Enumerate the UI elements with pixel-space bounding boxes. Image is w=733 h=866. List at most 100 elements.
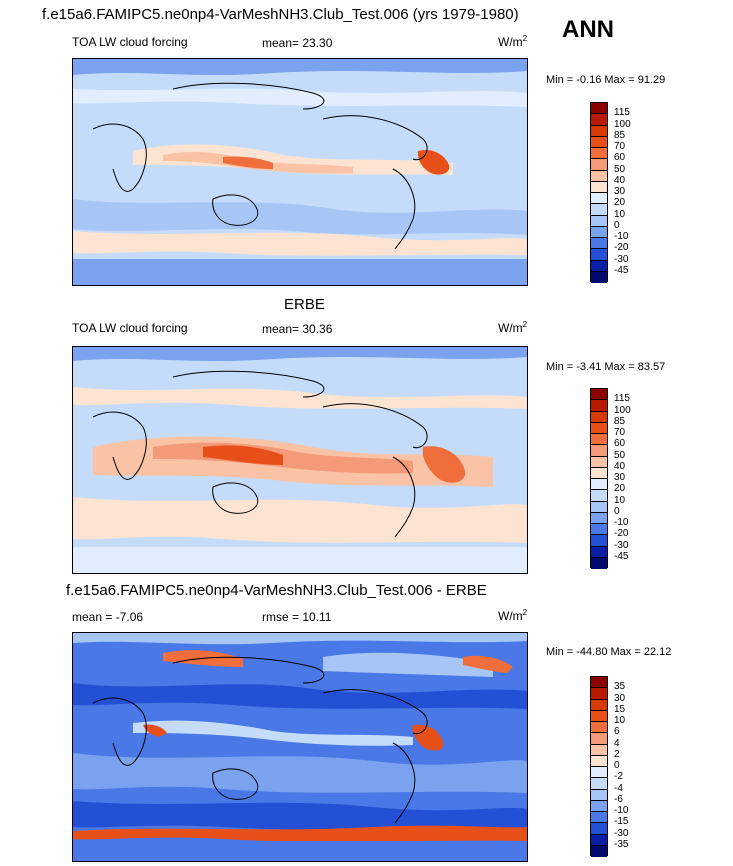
colorbar-swatch (591, 755, 607, 767)
panel1-mean-label: mean= 23.30 (262, 36, 333, 50)
colorbar-swatch (591, 193, 607, 205)
colorbar-swatch (591, 688, 607, 700)
panel3-map (72, 632, 528, 862)
colorbar-swatch (591, 170, 607, 182)
colorbar-swatch (591, 845, 607, 857)
panel3-rmse-label: rmse = 10.11 (262, 610, 332, 624)
panel2-field-label: TOA LW cloud forcing (72, 321, 188, 335)
colorbar-swatch (591, 767, 607, 779)
panel3-title: f.e15a6.FAMIPC5.ne0np4-VarMeshNH3.Club_T… (66, 582, 487, 599)
colorbar-tick-label: 70 (614, 427, 626, 438)
colorbar-tick-label: -10 (614, 805, 629, 816)
colorbar-tick-label: 100 (614, 404, 631, 416)
colorbar-tick-label: 50 (614, 449, 626, 461)
colorbar-swatch (591, 823, 607, 835)
colorbar-swatch (591, 434, 607, 446)
colorbar-tick-label: -30 (614, 539, 629, 551)
panel3-units-text: W/m (498, 609, 523, 623)
colorbar-tick-label: 70 (614, 141, 626, 152)
colorbar-swatch (591, 722, 607, 734)
colorbar-tick-label: -20 (614, 242, 629, 254)
colorbar-tick-label: 2 (614, 748, 620, 760)
colorbar-tick-label: 15 (614, 703, 626, 715)
colorbar-tick-label: -10 (614, 517, 629, 528)
panel2-units-text: W/m (498, 321, 523, 335)
panel3-contour-map (73, 633, 527, 861)
colorbar-tick-label: 30 (614, 472, 626, 483)
colorbar-swatch (591, 512, 607, 524)
colorbar-swatch (591, 148, 607, 160)
colorbar-swatch (591, 789, 607, 801)
season-label: ANN (562, 16, 614, 43)
panel3-mean-label: mean = -7.06 (72, 610, 144, 624)
colorbar-tick-label: 50 (614, 163, 626, 175)
colorbar-tick-label: 115 (614, 107, 630, 119)
colorbar-swatch (591, 456, 607, 468)
colorbar-swatch (591, 699, 607, 711)
colorbar-tick-label: 20 (614, 483, 626, 495)
colorbar-tick-label: 6 (614, 726, 620, 738)
colorbar-tick-label: -35 (614, 838, 629, 850)
colorbar-swatch (591, 445, 607, 457)
colorbar-tick-label: 40 (614, 460, 626, 472)
colorbar-tick-label: -4 (614, 782, 623, 794)
panel2-mean-label: mean= 30.36 (262, 322, 333, 336)
colorbar-tick-label: 85 (614, 129, 626, 141)
colorbar-swatch (591, 744, 607, 756)
colorbar-swatch (591, 557, 607, 569)
colorbar-swatch (591, 834, 607, 846)
colorbar-swatch (591, 546, 607, 558)
colorbar-swatch (591, 249, 607, 261)
colorbar-tick-label: 30 (614, 186, 626, 197)
panel2-min-max: Min = -3.41 Max = 83.57 (546, 361, 666, 373)
panel1-field-label: TOA LW cloud forcing (72, 35, 188, 49)
colorbar-swatch (591, 524, 607, 536)
panel1-contour-map (73, 59, 527, 285)
colorbar-swatch (591, 467, 607, 479)
colorbar-swatch (591, 411, 607, 423)
colorbar-swatch (591, 271, 607, 283)
colorbar-swatch (591, 226, 607, 238)
colorbar-swatch (591, 389, 607, 401)
colorbar-tick-label: 0 (614, 505, 620, 517)
colorbar-tick-label: 10 (614, 208, 626, 220)
colorbar-swatch (591, 103, 607, 115)
colorbar-tick-label: 115 (614, 393, 630, 405)
colorbar-tick-label: -30 (614, 253, 629, 265)
colorbar-tick-label: -15 (614, 816, 629, 828)
colorbar-swatch (591, 400, 607, 412)
colorbar-swatch (591, 479, 607, 491)
colorbar-swatch (591, 422, 607, 434)
colorbar-swatch (591, 733, 607, 745)
panel1-map (72, 58, 528, 286)
panel3-units-sup: 2 (522, 608, 528, 617)
panel3-units: W/m2 (498, 608, 527, 623)
colorbar-tick-label: 85 (614, 415, 626, 427)
panel3-min-max: Min = -44.80 Max = 22.12 (546, 646, 672, 658)
colorbar-tick-label: -45 (614, 264, 629, 276)
colorbar-swatch (591, 260, 607, 272)
colorbar-tick-label: -6 (614, 793, 623, 805)
colorbar-swatch (591, 238, 607, 250)
colorbar-tick-label: 0 (614, 219, 620, 231)
colorbar-swatch (591, 677, 607, 689)
panel2-colorbar (590, 388, 608, 569)
colorbar-swatch (591, 710, 607, 722)
colorbar-tick-label: 30 (614, 692, 626, 704)
colorbar-tick-label: 60 (614, 152, 626, 164)
panel1-units-sup: 2 (522, 34, 528, 43)
panel1-min-max: Min = -0.16 Max = 91.29 (546, 74, 666, 86)
colorbar-tick-label: -10 (614, 231, 629, 242)
colorbar-swatch (591, 114, 607, 126)
panel2-units: W/m2 (498, 320, 527, 335)
figure-title: f.e15a6.FAMIPC5.ne0np4-VarMeshNH3.Club_T… (42, 6, 519, 23)
colorbar-tick-label: -2 (614, 771, 623, 783)
colorbar-tick-label: 40 (614, 174, 626, 186)
colorbar-tick-label: 35 (614, 681, 626, 693)
colorbar-swatch (591, 215, 607, 227)
colorbar-swatch (591, 125, 607, 137)
colorbar-swatch (591, 501, 607, 513)
panel2-title: ERBE (284, 296, 325, 313)
colorbar-swatch (591, 800, 607, 812)
colorbar-swatch (591, 490, 607, 502)
